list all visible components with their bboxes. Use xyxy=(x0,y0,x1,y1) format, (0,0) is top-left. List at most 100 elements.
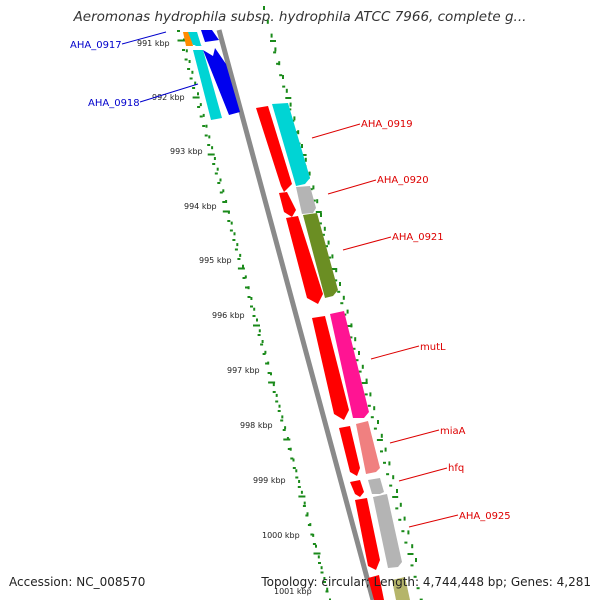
ruler-tick xyxy=(229,229,233,232)
ruler-tick xyxy=(373,427,377,430)
ring-dot xyxy=(365,378,368,383)
gene-arrow-AHA_0918[interactable] xyxy=(203,48,240,115)
ruler-tick xyxy=(305,514,309,517)
strand-arrow[interactable] xyxy=(350,480,364,497)
ruler-tick xyxy=(197,106,201,108)
ruler-tick xyxy=(321,233,325,236)
gene-arrow-blue-small[interactable] xyxy=(201,30,219,42)
ring-dot xyxy=(411,544,414,549)
gene-label-AHA_0921[interactable]: AHA_0921 xyxy=(392,232,444,243)
ruler-tick xyxy=(262,353,266,355)
ring-dot xyxy=(293,116,296,121)
ruler-tick xyxy=(212,163,216,165)
gene-arrow-olive-partial[interactable] xyxy=(392,577,410,600)
ring-dot xyxy=(236,243,239,247)
ruler-tick xyxy=(407,553,414,555)
ring-dot xyxy=(270,33,273,38)
ruler-tick xyxy=(297,486,301,488)
strand-arrow[interactable] xyxy=(286,216,323,304)
strand-arrow[interactable] xyxy=(355,498,380,570)
ring-dot xyxy=(282,75,284,79)
ring-dot xyxy=(301,144,303,148)
ring-dot xyxy=(317,555,320,559)
ring-dot xyxy=(326,587,329,591)
ring-dot xyxy=(292,458,295,462)
gene-arrow-cyan-small[interactable] xyxy=(188,32,201,45)
gene-arrow-AHA_0921[interactable] xyxy=(303,213,338,298)
ring-dot xyxy=(358,351,360,355)
gene-arrow-cyan-large[interactable] xyxy=(193,50,222,120)
ruler-tick xyxy=(290,457,294,460)
ring-dot xyxy=(303,501,306,505)
gene-label-AHA_0917[interactable]: AHA_0917 xyxy=(70,40,122,51)
ruler-tick xyxy=(328,256,331,259)
ruler-tick xyxy=(253,324,260,327)
gene-label-AHA_0920[interactable]: AHA_0920 xyxy=(377,175,429,186)
ring-dot xyxy=(380,433,383,438)
ring-band xyxy=(175,30,326,600)
ruler-label: 1001 kbp xyxy=(274,587,312,596)
forward-strand-genes xyxy=(183,30,240,120)
gene-arrow-AHA_0925[interactable] xyxy=(373,494,402,568)
gene-label-AHA_0918[interactable]: AHA_0918 xyxy=(88,98,140,109)
ring-dot xyxy=(239,253,242,257)
ring-dot xyxy=(230,221,233,225)
ruler-tick xyxy=(386,473,390,476)
ruler-tick xyxy=(395,507,399,510)
ruler-tick xyxy=(283,438,291,441)
ring-dot xyxy=(300,490,303,494)
gene-label-hfq[interactable]: hfq xyxy=(448,463,464,474)
ruler-tick xyxy=(295,476,299,479)
ruler-label: 996 kbp xyxy=(212,311,245,320)
ruler-tick xyxy=(252,315,256,317)
gene-label-AHA_0925[interactable]: AHA_0925 xyxy=(459,511,511,522)
ruler-tick xyxy=(340,302,344,305)
ring-dot xyxy=(270,372,272,376)
ruler-label: 997 kbp xyxy=(227,366,260,375)
ruler-tick xyxy=(302,505,306,507)
gene-label-miaA[interactable]: miaA xyxy=(440,426,466,437)
ring-dot xyxy=(327,240,330,245)
ring-dot xyxy=(247,286,250,290)
ruler-label: 992 kbp xyxy=(152,93,185,102)
ring-dot xyxy=(284,426,287,430)
ruler-label: 995 kbp xyxy=(199,256,232,265)
strand-arrow[interactable] xyxy=(368,575,384,600)
ring-dot xyxy=(315,544,317,548)
strand-arrow[interactable] xyxy=(339,426,360,476)
ruler-tick xyxy=(315,211,322,213)
outer-dotted-ring xyxy=(263,6,417,562)
ruler-tick xyxy=(237,258,241,260)
ring-dot xyxy=(199,103,202,107)
ring-dot xyxy=(377,420,379,424)
strand-arrow[interactable] xyxy=(256,106,292,192)
ring-dot xyxy=(298,480,301,483)
ring-dot xyxy=(323,226,326,231)
ring-dot xyxy=(399,502,402,507)
ruler-tick xyxy=(320,571,324,574)
genome-summary-text: Topology: circular; Length: 4,744,448 bp… xyxy=(261,575,591,589)
strand-arrow[interactable] xyxy=(312,316,349,420)
ring-dot xyxy=(323,577,326,580)
gene-label-AHA_0919[interactable]: AHA_0919 xyxy=(361,119,413,130)
leader-mutL xyxy=(370,345,420,360)
genome-backbone xyxy=(216,29,376,600)
gene-arrow-miaA[interactable] xyxy=(356,421,380,474)
ring-dot xyxy=(211,146,214,150)
gene-arrow-AHA_0919[interactable] xyxy=(272,103,310,186)
ruler-tick xyxy=(184,58,188,61)
reverse-strand-genes xyxy=(272,103,410,600)
ruler-tick xyxy=(370,416,374,419)
ruler-tick xyxy=(177,39,185,42)
ring-dot xyxy=(242,264,244,268)
gene-arrow-AHA_0920[interactable] xyxy=(296,186,316,214)
ruler-tick xyxy=(413,575,417,578)
leader-AHA_0925 xyxy=(408,514,459,528)
gene-arrow-hfq[interactable] xyxy=(368,478,384,494)
ring-dot xyxy=(339,282,341,286)
gene-arrow-mutL[interactable] xyxy=(330,311,369,418)
ruler-tick xyxy=(313,552,321,555)
gene-label-mutL[interactable]: mutL xyxy=(420,342,446,353)
strand-arrow[interactable] xyxy=(279,192,296,217)
